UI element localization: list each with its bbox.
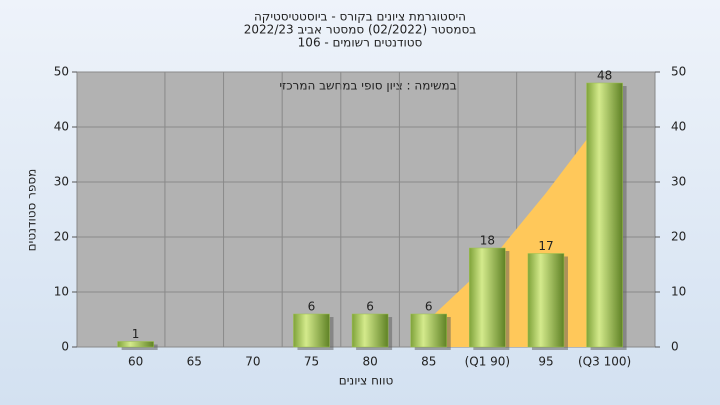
x-tick-label: 70: [245, 355, 260, 369]
x-tick-label: 60: [128, 355, 143, 369]
y-tick-label: 40: [54, 120, 69, 134]
x-tick-label: 80: [362, 355, 377, 369]
data-label: 6: [425, 300, 433, 314]
chart-subtitle: בסמסטר (02/2022) סמסטר אביב 2022/23: [244, 23, 476, 37]
y2-tick-label: 40: [671, 120, 686, 134]
annotation: במשימה : ציון סופי במחשב המרכזי: [279, 79, 456, 93]
y2-tick-label: 10: [671, 285, 686, 299]
data-label: 48: [597, 69, 612, 83]
y-tick-label: 0: [61, 340, 69, 354]
chart-title: היסטוגרמת ציונים בקורס - ביוסטטיסטיקה: [254, 10, 466, 24]
x-tick-label: (Q1 90): [465, 355, 511, 369]
y2-tick-label: 30: [671, 175, 686, 189]
bar: [469, 247, 506, 348]
data-label: 6: [308, 300, 316, 314]
y-tick-label: 10: [54, 285, 69, 299]
data-label: 17: [538, 239, 553, 253]
chart-subtitle: סטודנטים רשומים - 106: [298, 36, 423, 50]
x-tick-label: (Q3 100): [578, 355, 631, 369]
y-tick-label: 20: [54, 230, 69, 244]
x-tick-label: 65: [187, 355, 202, 369]
bar: [586, 82, 623, 348]
y2-tick-label: 0: [671, 340, 679, 354]
x-tick-label: 95: [538, 355, 553, 369]
data-label: 1: [132, 327, 140, 341]
x-tick-label: 75: [304, 355, 319, 369]
x-tick-label: 85: [421, 355, 436, 369]
y2-tick-label: 50: [671, 65, 686, 79]
y-tick-label: 30: [54, 175, 69, 189]
y-axis-label: מספר סטודנטים: [25, 169, 39, 252]
bar: [410, 313, 447, 348]
bar: [351, 313, 389, 348]
bar: [293, 313, 330, 348]
bar: [527, 253, 565, 348]
data-label: 6: [366, 300, 374, 314]
y2-tick-label: 20: [671, 230, 686, 244]
bar: [117, 341, 154, 348]
data-label: 18: [480, 234, 495, 248]
y-tick-label: 50: [54, 65, 69, 79]
x-axis-label: טווח ציונים: [339, 374, 394, 388]
